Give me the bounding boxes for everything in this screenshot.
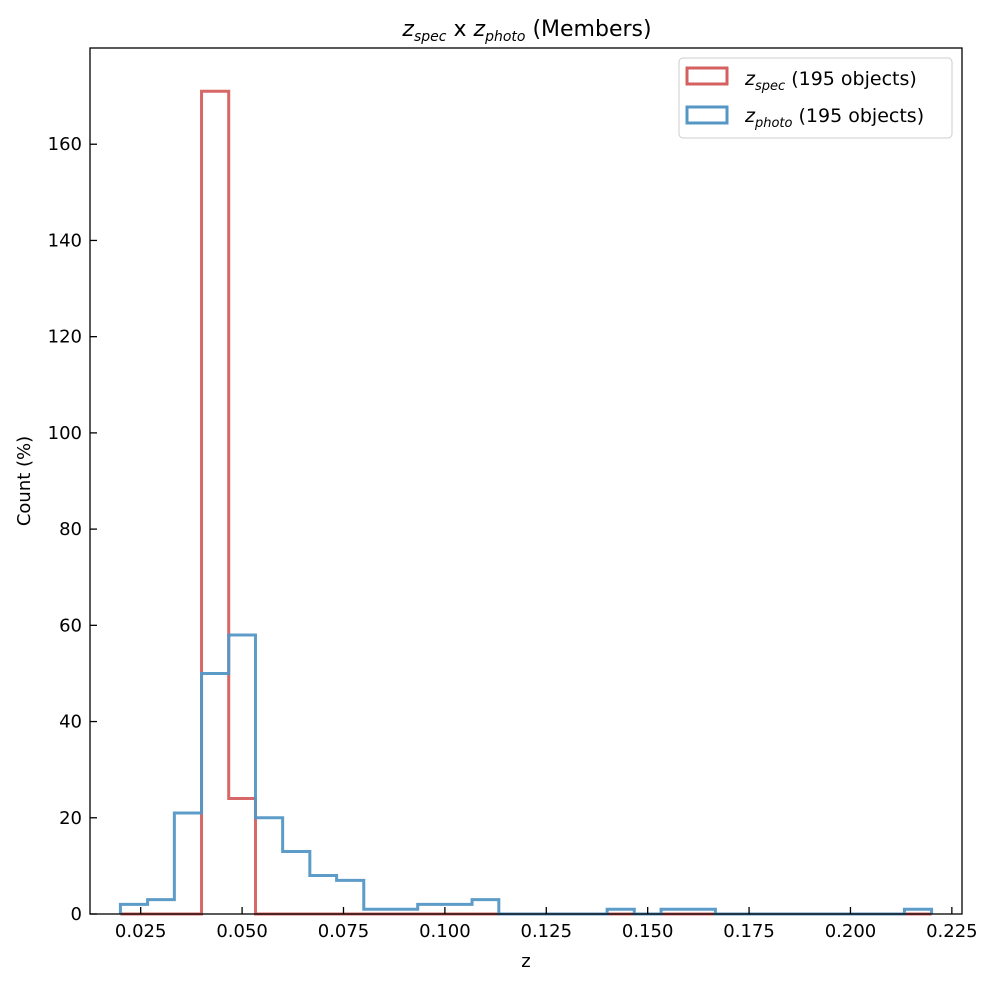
series-photo-step	[118, 633, 934, 916]
series-spec-step	[120, 89, 932, 916]
legend-entry-photo: zphoto (195 objects)	[744, 105, 924, 131]
series-layer	[118, 89, 934, 916]
x-tick-label: 0.050	[216, 921, 268, 942]
y-tick-label: 100	[48, 423, 82, 444]
legend-photo-var: z	[744, 105, 756, 127]
legend-swatch-spec	[685, 66, 729, 86]
x-tick-label: 0.175	[723, 921, 775, 942]
x-tick-label: 0.225	[926, 921, 978, 942]
legend-spec-sub: spec	[755, 79, 785, 94]
plot-frame	[89, 47, 963, 915]
chart-title: zspec x zphoto (Members)	[401, 17, 651, 45]
x-tick-label: 0.075	[318, 921, 370, 942]
legend: zspec (195 objects) zphoto (195 objects)	[678, 57, 953, 139]
legend-spec-tail: (195 objects)	[785, 68, 917, 90]
x-tick-label: 0.025	[115, 921, 167, 942]
x-tick-label: 0.150	[622, 921, 674, 942]
title-sub-a: spec	[414, 29, 447, 45]
y-axis-label: Count (%)	[14, 436, 35, 526]
legend-spec-var: z	[744, 68, 756, 90]
legend-swatch-photo	[685, 105, 729, 125]
title-var-a: z	[401, 17, 414, 42]
legend-box	[678, 57, 953, 139]
y-tick-label: 0	[71, 904, 82, 925]
title-mid: x	[446, 17, 473, 42]
title-sub-b: photo	[484, 29, 525, 45]
y-tick-label: 40	[59, 712, 82, 733]
ticks-layer: 0.025 0.050 0.075 0.100 0.125 0.150 0.175 0.200…	[48, 134, 978, 942]
y-tick-label: 20	[59, 808, 82, 829]
y-tick-label: 60	[59, 615, 82, 636]
x-tick-label: 0.125	[521, 921, 573, 942]
y-tick-label: 120	[48, 327, 82, 348]
x-tick-label: 0.100	[419, 921, 471, 942]
legend-photo-tail: (195 objects)	[792, 105, 924, 127]
x-axis-label: z	[521, 951, 530, 972]
title-var-b: z	[473, 17, 486, 42]
title-tail: (Members)	[525, 17, 651, 42]
x-tick-label: 0.200	[825, 921, 877, 942]
y-tick-label: 80	[59, 519, 82, 540]
y-tick-label: 140	[48, 230, 82, 251]
legend-photo-sub: photo	[754, 116, 793, 131]
y-tick-label: 160	[48, 134, 82, 155]
legend-entry-spec: zspec (195 objects)	[744, 68, 917, 94]
